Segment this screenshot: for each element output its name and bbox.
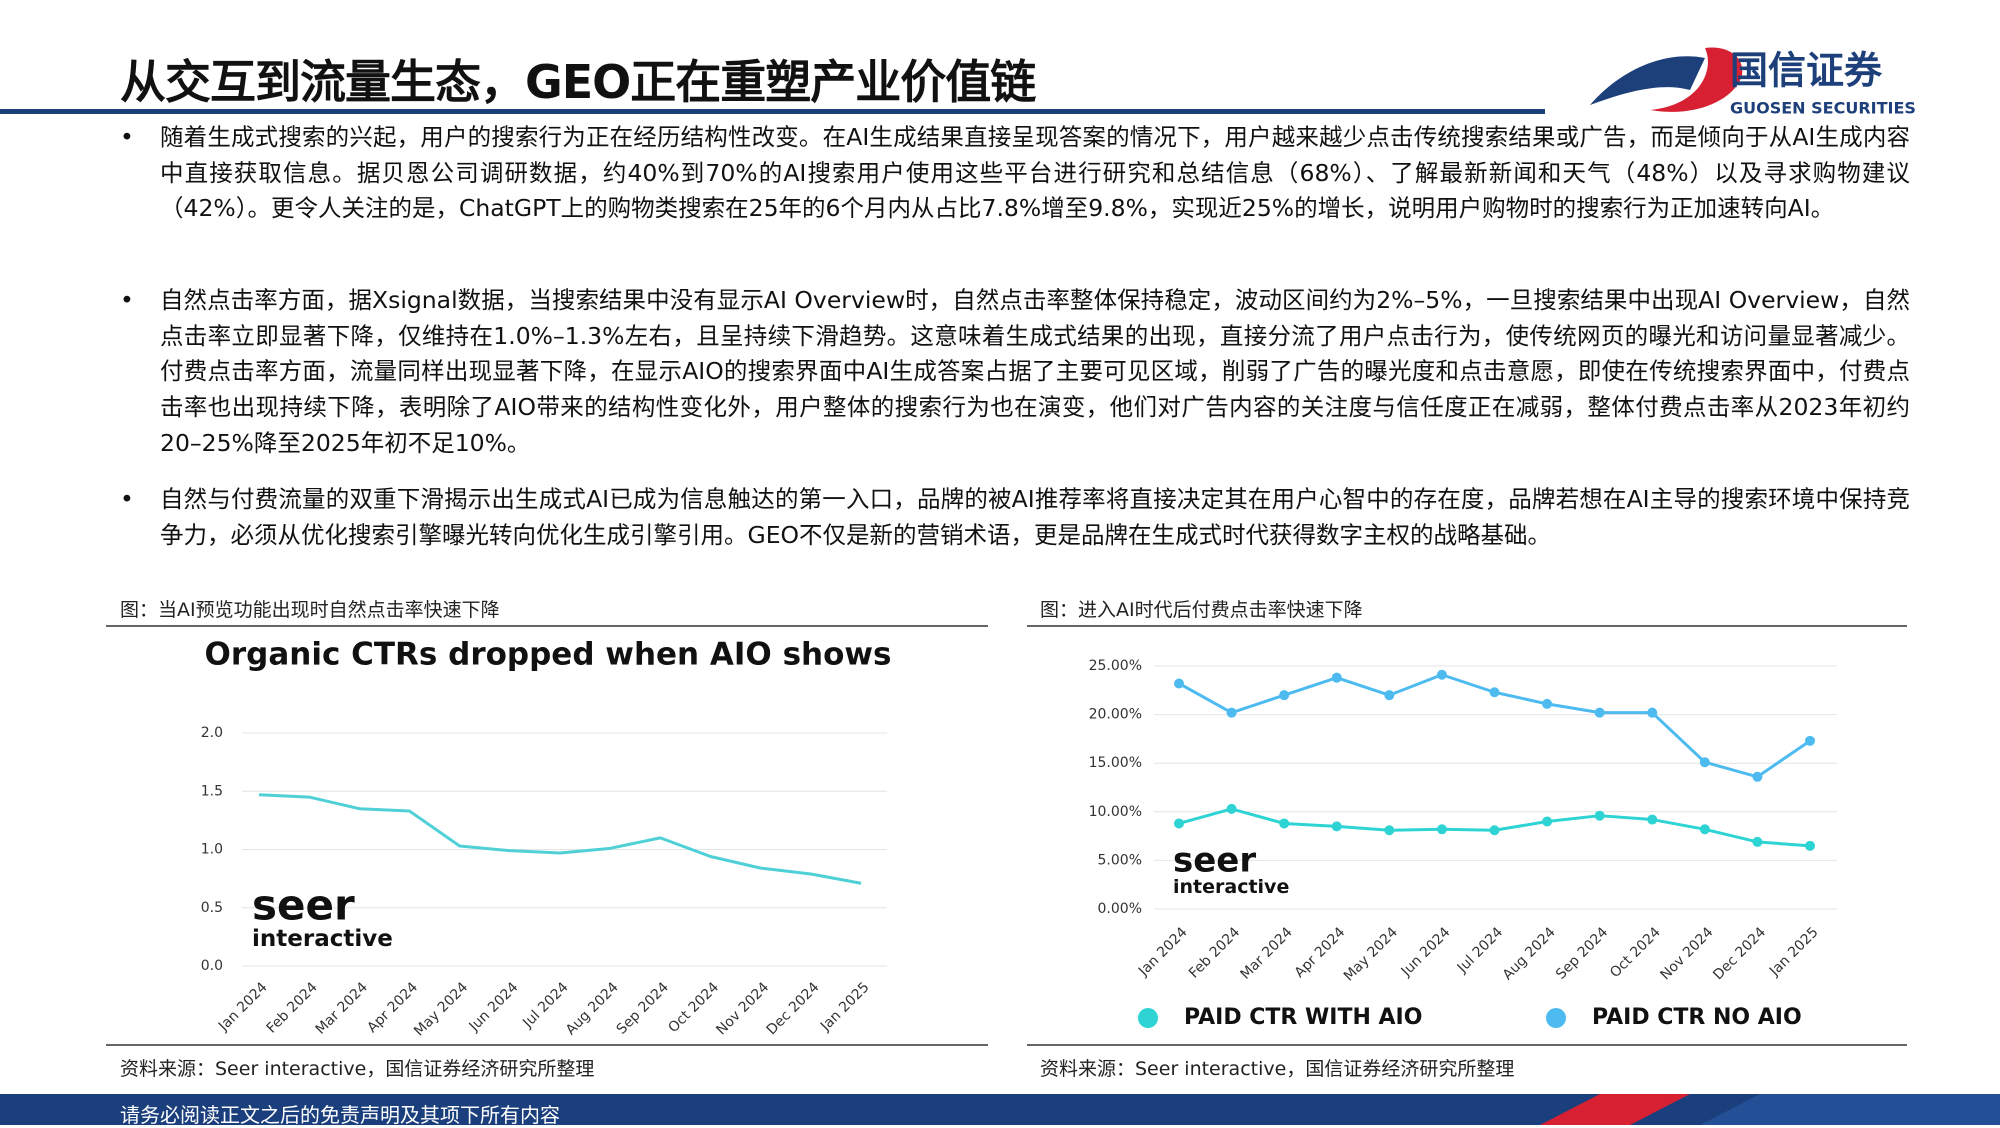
legend-label: PAID CTR NO AIO — [1592, 1005, 1802, 1030]
point — [1699, 757, 1710, 768]
point — [1174, 818, 1184, 829]
point — [1331, 672, 1342, 683]
point — [1226, 707, 1237, 718]
point — [1489, 687, 1500, 698]
x-tick-label: Nov 2024 — [1658, 924, 1717, 983]
point — [1331, 821, 1342, 832]
logo-red — [1650, 47, 1743, 112]
x-tick-label: Jan 2024 — [1135, 924, 1191, 980]
x-tick-label: Feb 2024 — [264, 979, 321, 1036]
x-tick-label: Jan 2025 — [1766, 924, 1822, 980]
logo-blue — [1590, 56, 1705, 105]
x-tick-label: Aug 2024 — [1500, 924, 1559, 983]
x-tick-label: Apr 2024 — [1292, 924, 1349, 981]
bullet-text: 自然点击率方面，据Xsignal数据，当搜索结果中没有显示AI Overview… — [160, 286, 1910, 457]
x-tick-label: May 2024 — [1341, 924, 1401, 984]
watermark: seer — [252, 881, 355, 930]
point — [1805, 735, 1815, 746]
x-tick-label: Jan 2025 — [817, 979, 873, 1035]
x-tick-label: Oct 2024 — [1607, 924, 1664, 981]
y-tick-label: 20.00% — [1089, 707, 1142, 723]
x-tick-label: Sep 2024 — [614, 979, 672, 1037]
point — [1279, 818, 1290, 829]
point — [1436, 669, 1447, 680]
x-tick-label: Mar 2024 — [1237, 924, 1295, 982]
y-tick-label: 25.00% — [1089, 658, 1142, 674]
point — [1174, 678, 1184, 689]
logo-en: GUOSEN SECURITIES — [1730, 99, 1916, 118]
x-tick-label: May 2024 — [411, 979, 471, 1039]
point — [1752, 836, 1763, 847]
bullet-text: 自然与付费流量的双重下滑揭示出生成式AI已成为信息触达的第一入口，品牌的被AI推… — [160, 485, 1910, 549]
point — [1647, 707, 1658, 718]
point — [1594, 810, 1605, 821]
bullet: • 随着生成式搜索的兴起，用户的搜索行为正在经历结构性改变。在AI生成结果直接呈现… — [120, 120, 1910, 227]
logo-cn: 国信证券 — [1730, 49, 1883, 93]
x-tick-label: Dec 2024 — [1710, 924, 1769, 983]
point — [1699, 824, 1710, 835]
legend-swatch — [1138, 1008, 1158, 1028]
y-tick-label: 1.0 — [201, 842, 223, 858]
point — [1594, 707, 1605, 718]
x-tick-label: Jun 2024 — [1398, 924, 1454, 980]
point — [1384, 690, 1395, 701]
point — [1489, 825, 1500, 836]
legend-label: PAID CTR WITH AIO — [1184, 1005, 1422, 1030]
figure-caption: 图：当AI预览功能出现时自然点击率快速下降 — [120, 599, 500, 621]
footer-text: 请务必阅读正文之后的免责声明及其项下所有内容 — [120, 1103, 560, 1127]
y-tick-label: 2.0 — [201, 725, 223, 741]
x-tick-label: Feb 2024 — [1186, 924, 1243, 981]
title: 从交互到流量生态，GEO正在重塑产业价值链 — [120, 55, 1036, 109]
x-tick-label: Jun 2024 — [466, 979, 522, 1035]
chart-title: Organic CTRs dropped when AIO shows — [205, 637, 892, 673]
y-tick-label: 0.0 — [201, 958, 223, 974]
series-line — [258, 793, 862, 885]
x-tick-label: Jan 2024 — [215, 979, 271, 1035]
y-tick-label: 10.00% — [1089, 804, 1142, 820]
point — [1226, 803, 1237, 814]
watermark-sub: interactive — [252, 926, 393, 952]
x-tick-label: Mar 2024 — [313, 979, 371, 1037]
y-tick-label: 0.5 — [201, 900, 223, 916]
figure-source: 资料来源：Seer interactive，国信证券经济研究所整理 — [120, 1058, 595, 1080]
point — [1647, 814, 1658, 825]
point — [1752, 771, 1763, 782]
legend-swatch — [1546, 1008, 1566, 1028]
watermark: seer — [1173, 841, 1256, 881]
y-tick-label: 0.00% — [1098, 901, 1142, 917]
point — [1279, 690, 1290, 701]
point — [1384, 825, 1395, 836]
watermark-sub: interactive — [1173, 876, 1289, 898]
x-tick-label: Aug 2024 — [563, 979, 622, 1038]
footer-accent — [1540, 1094, 1690, 1125]
point — [1436, 824, 1447, 835]
point — [1542, 698, 1553, 709]
x-tick-label: Dec 2024 — [764, 979, 823, 1038]
bullet-text: 随着生成式搜索的兴起，用户的搜索行为正在经历结构性改变。在AI生成结果直接呈现答… — [160, 123, 1910, 223]
point — [1542, 816, 1553, 827]
title-rule — [0, 109, 1545, 114]
x-tick-label: Sep 2024 — [1553, 924, 1611, 982]
y-tick-label: 15.00% — [1089, 755, 1142, 771]
x-tick-label: Jul 2024 — [519, 979, 571, 1031]
y-tick-label: 5.00% — [1098, 852, 1142, 868]
bullet: • 自然与付费流量的双重下滑揭示出生成式AI已成为信息触达的第一入口，品牌的被AI… — [120, 482, 1910, 553]
x-tick-label: Nov 2024 — [713, 979, 772, 1038]
figure-caption: 图：进入AI时代后付费点击率快速下降 — [1040, 599, 1363, 621]
y-tick-label: 1.5 — [201, 783, 223, 799]
bullet: • 自然点击率方面，据Xsignal数据，当搜索结果中没有显示AI Overvie… — [120, 283, 1910, 462]
figure-source: 资料来源：Seer interactive，国信证券经济研究所整理 — [1040, 1058, 1515, 1080]
footer-accent — [1700, 1094, 2000, 1125]
x-tick-label: Jul 2024 — [1454, 924, 1506, 976]
point — [1805, 840, 1815, 851]
